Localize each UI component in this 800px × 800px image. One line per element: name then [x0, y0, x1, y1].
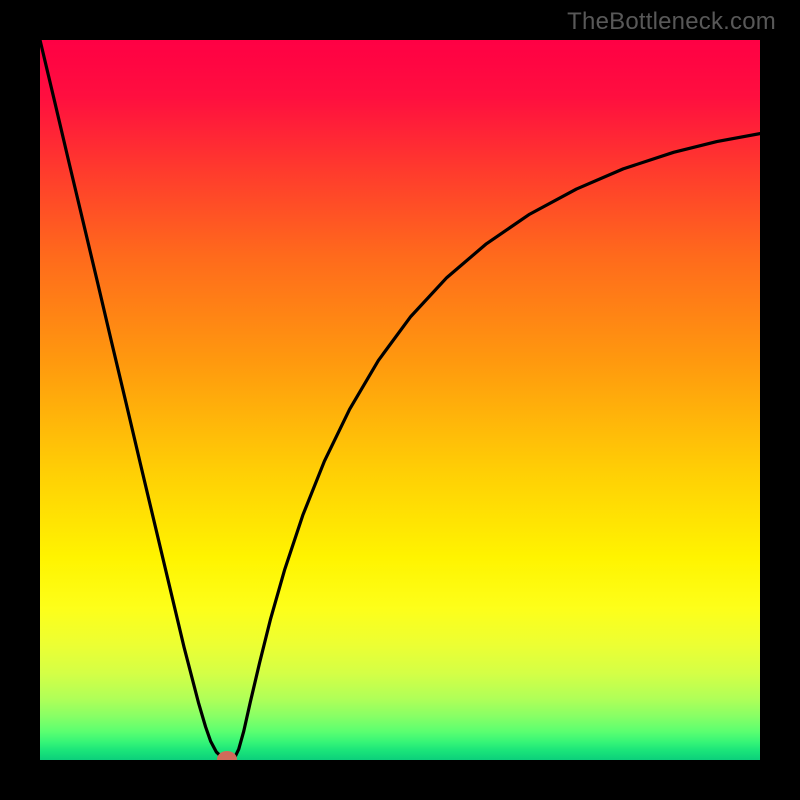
watermark-text: TheBottleneck.com — [567, 8, 776, 36]
frame-border-left — [0, 40, 40, 760]
plot-area — [40, 40, 760, 760]
curve-left-branch — [40, 40, 223, 758]
frame-border-right — [760, 40, 800, 760]
chart-svg — [40, 40, 760, 760]
stage: TheBottleneck.com — [0, 0, 800, 800]
curve-right-branch — [234, 134, 760, 759]
frame-border-bottom — [0, 760, 800, 800]
